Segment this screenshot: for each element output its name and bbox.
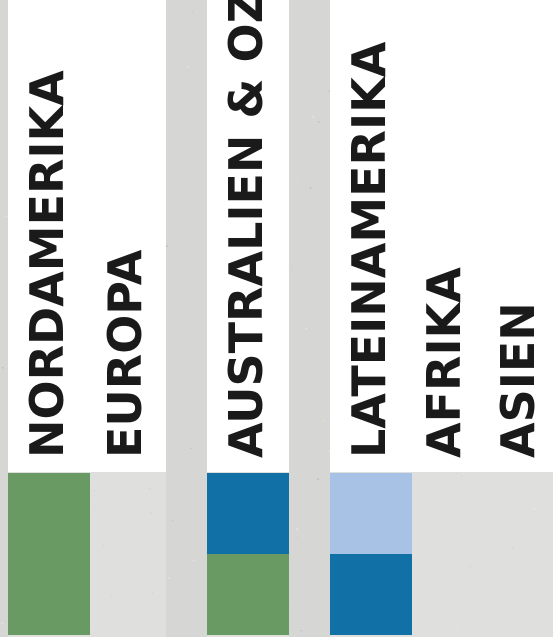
paper-speck bbox=[187, 65, 189, 68]
region-label: AUSTRALIEN & OZEANIEN bbox=[219, 0, 273, 458]
region-label: NORDAMERIKA bbox=[20, 70, 74, 458]
paper-speck bbox=[172, 519, 174, 522]
data-block bbox=[8, 473, 90, 635]
paper-speck bbox=[168, 577, 170, 579]
paper-speck bbox=[190, 401, 192, 402]
paper-speck bbox=[323, 280, 325, 282]
data-block bbox=[330, 473, 412, 554]
paper-speck bbox=[291, 268, 293, 269]
paper-speck bbox=[300, 629, 303, 632]
label-panel bbox=[207, 0, 289, 472]
paper-speck bbox=[328, 450, 331, 452]
paper-speck bbox=[296, 177, 298, 179]
paper-speck bbox=[198, 159, 200, 161]
paper-speck bbox=[192, 559, 195, 562]
paper-speck bbox=[323, 420, 325, 422]
paper-speck bbox=[1, 367, 4, 369]
paper-speck bbox=[1, 622, 3, 625]
paper-speck bbox=[165, 245, 168, 248]
paper-speck bbox=[5, 215, 8, 218]
paper-speck bbox=[192, 11, 193, 13]
paper-speck bbox=[296, 536, 298, 538]
paper-speck bbox=[307, 360, 309, 362]
paper-speck bbox=[181, 324, 182, 326]
paper-speck bbox=[7, 155, 8, 157]
paper-speck bbox=[291, 600, 293, 602]
paper-speck bbox=[302, 210, 303, 211]
paper-speck bbox=[306, 14, 308, 16]
region-label: EUROPA bbox=[98, 249, 152, 458]
paper-speck bbox=[305, 327, 308, 330]
label-panel bbox=[8, 0, 166, 472]
label-panel bbox=[330, 0, 553, 472]
data-block bbox=[330, 554, 412, 635]
paper-speck bbox=[296, 528, 298, 531]
region-label: AFRIKA bbox=[417, 267, 471, 458]
paper-speck bbox=[312, 115, 315, 118]
paper-speck bbox=[182, 17, 184, 18]
paper-speck bbox=[194, 222, 195, 224]
data-block bbox=[207, 554, 289, 635]
paper-speck bbox=[318, 121, 320, 123]
region-label: ASIEN bbox=[491, 302, 545, 458]
paper-speck bbox=[309, 187, 312, 190]
paper-speck bbox=[0, 309, 1, 311]
paper-speck bbox=[325, 261, 327, 263]
data-block bbox=[207, 473, 289, 554]
paper-speck bbox=[317, 477, 320, 480]
paper-speck bbox=[190, 447, 192, 449]
paper-speck bbox=[328, 90, 331, 93]
region-label: LATEINAMERIKA bbox=[342, 41, 396, 458]
